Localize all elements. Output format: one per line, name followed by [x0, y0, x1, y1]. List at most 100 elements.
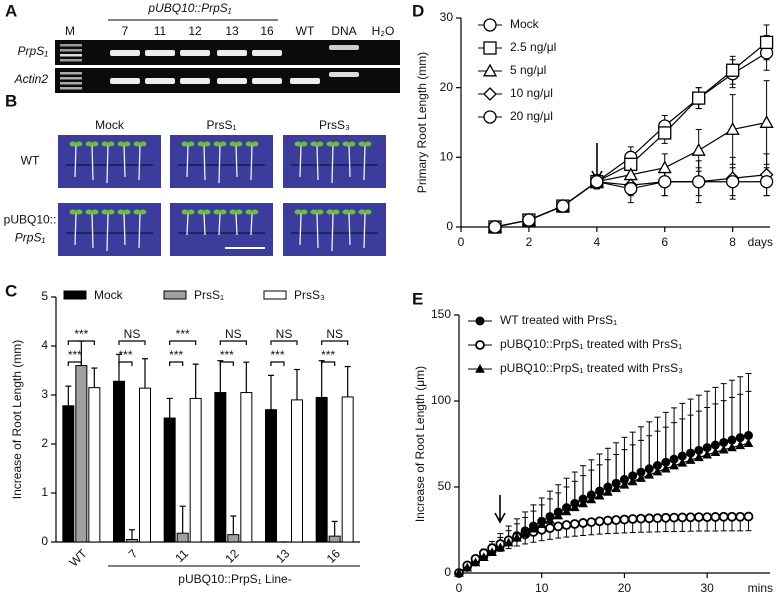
- y-axis-label: Primary Root Length (mm): [415, 52, 429, 193]
- seedling-leaf: [235, 209, 243, 215]
- gel-band: [180, 50, 210, 56]
- x-tick-label: 8: [729, 235, 736, 249]
- bar: [214, 392, 227, 543]
- y-tick-label: 5: [41, 289, 48, 303]
- seedling-leaf: [203, 209, 211, 215]
- marker: [727, 442, 737, 452]
- seedling-root: [348, 144, 351, 178]
- seedling-leaf: [101, 209, 109, 215]
- marker: [556, 199, 570, 213]
- seedling-leaf: [91, 209, 99, 215]
- legend-label: 2.5 ng/μl: [510, 40, 556, 54]
- legend-marker: [482, 63, 498, 77]
- seedling-leaf: [332, 209, 340, 215]
- marker: [454, 567, 464, 577]
- series-line: [458, 442, 749, 574]
- seedling-root: [74, 144, 77, 178]
- seedling-leaf: [75, 141, 83, 147]
- marker: [677, 512, 688, 523]
- marker: [594, 516, 605, 527]
- marker: [636, 513, 646, 524]
- x-tick-label: 13: [273, 546, 293, 566]
- gel-band: [180, 78, 210, 84]
- marker: [520, 528, 531, 537]
- marker: [735, 511, 746, 522]
- ladder-band: [60, 87, 82, 90]
- seedling-leaf: [69, 209, 77, 215]
- gel-band: [290, 78, 320, 84]
- bar: [113, 380, 125, 543]
- legend-label: PrsS₃: [294, 288, 325, 302]
- gel-band: [252, 50, 282, 56]
- significance-bracket: [321, 361, 336, 366]
- lane-label: 13: [225, 24, 239, 38]
- seedling-leaf: [219, 209, 227, 215]
- seedling-root: [299, 144, 302, 178]
- x-tick-label: 0: [458, 235, 465, 249]
- marker: [685, 512, 696, 523]
- significance-bracket: [118, 340, 146, 345]
- marker: [611, 483, 622, 493]
- x-tick-label: 12: [222, 546, 242, 566]
- gel-band: [217, 78, 247, 84]
- marker: [694, 452, 704, 462]
- seedling-leaf: [358, 141, 366, 147]
- gel-band: [252, 78, 282, 84]
- bar: [315, 396, 328, 543]
- photo-column-label: Mock: [95, 118, 125, 132]
- ladder-band: [60, 49, 82, 52]
- x-tick-label: 10: [535, 581, 549, 595]
- seedling-root: [91, 212, 94, 249]
- marker: [561, 520, 572, 530]
- seedling-leaf: [348, 141, 356, 147]
- seedling-root: [74, 212, 77, 246]
- x-tick-label: 0: [456, 581, 463, 595]
- x-tick-label: 30: [700, 581, 714, 595]
- marker: [691, 143, 706, 156]
- marker: [586, 517, 597, 527]
- marker: [718, 444, 729, 454]
- bar: [62, 405, 75, 543]
- ladder-band: [60, 72, 82, 75]
- gel-title: pUBQ10::PrpS₁: [147, 1, 231, 15]
- legend-marker: [475, 316, 485, 326]
- legend-marker: [475, 340, 485, 350]
- marker: [528, 523, 539, 533]
- marker: [627, 476, 638, 486]
- lane-label: 7: [122, 24, 129, 38]
- marker: [578, 498, 588, 508]
- seedling-leaf: [316, 141, 324, 147]
- seedling-leaf: [326, 141, 334, 147]
- seedling-leaf: [245, 209, 253, 215]
- marker: [522, 213, 536, 227]
- x-unit-label: days: [748, 235, 773, 249]
- y-tick-label: 50: [438, 479, 452, 493]
- marker: [594, 490, 605, 500]
- marker: [725, 175, 740, 189]
- seedling-leaf: [342, 141, 350, 147]
- seedling-leaf: [139, 209, 147, 215]
- significance-label: ***: [270, 348, 284, 362]
- x-tick-label: 6: [661, 235, 668, 249]
- marker: [553, 510, 564, 520]
- seedling-leaf: [310, 209, 318, 215]
- seedling-leaf: [101, 141, 109, 147]
- significance-label: NS: [276, 327, 293, 341]
- x-tick-label: 11: [172, 546, 191, 565]
- y-tick-label: 0: [446, 219, 453, 233]
- photo-column-label: PrsS₁: [206, 118, 236, 132]
- seedling-leaf: [117, 209, 125, 215]
- seedling-root: [218, 212, 221, 236]
- seedling-leaf: [219, 141, 227, 147]
- seedling-leaf: [187, 209, 195, 215]
- y-tick-label: 150: [431, 307, 451, 321]
- seedling-root: [138, 212, 141, 249]
- gel-band: [329, 72, 359, 77]
- significance-label: ***: [176, 327, 190, 341]
- gel-band: [145, 50, 175, 56]
- seedling-leaf: [123, 141, 131, 147]
- marker: [660, 512, 671, 523]
- seedling-leaf: [85, 209, 93, 215]
- significance-bracket: [219, 361, 234, 366]
- bar: [341, 396, 354, 543]
